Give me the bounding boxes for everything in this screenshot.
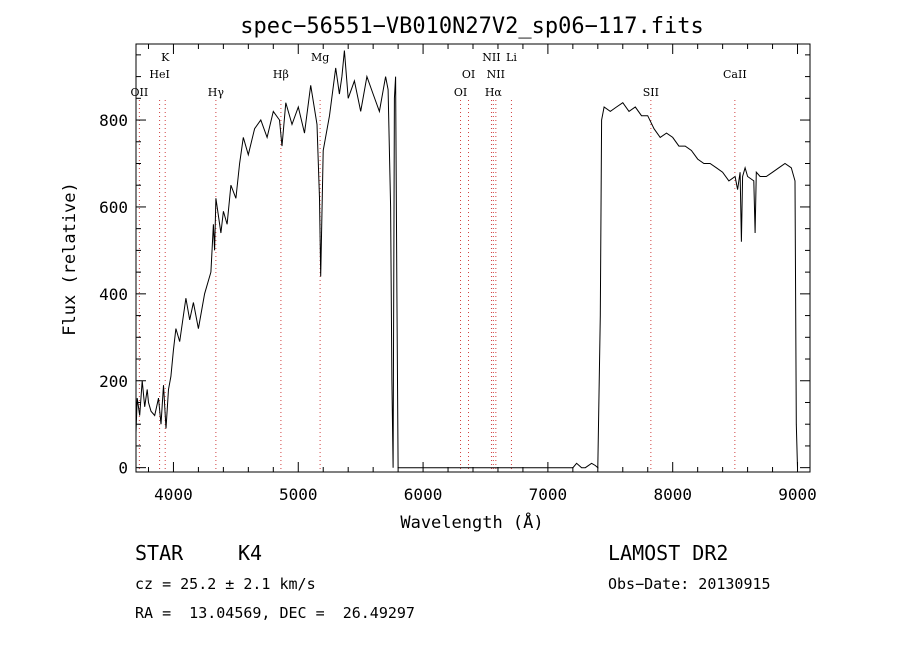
coordinates: RA = 13.04569, DEC = 26.49297 (135, 604, 415, 622)
spectral-line-label: Hγ (208, 86, 225, 99)
y-axis-label: Flux (relative) (60, 182, 80, 336)
x-axis-ticks: 4000 5000 6000 7000 8000 9000 (147, 44, 817, 504)
x-tick-label: 6000 (404, 485, 443, 504)
spectral-line-label: HeI (149, 68, 169, 81)
x-tick-label: 8000 (653, 485, 692, 504)
y-tick-label: 0 (118, 459, 128, 478)
y-tick-label: 200 (99, 372, 128, 391)
spectrum-line (135, 50, 798, 469)
object-subclass: K4 (238, 541, 263, 565)
y-tick-label: 600 (99, 198, 128, 217)
spectral-line-label: OI (454, 86, 467, 99)
object-class: STAR (135, 541, 184, 565)
redshift-cz: cz = 25.2 ± 2.1 km/s (135, 575, 316, 593)
spectral-line-label: OII (131, 86, 149, 99)
x-axis-label: Wavelength (Å) (400, 511, 543, 533)
spectral-line-label: OI (462, 68, 475, 81)
x-tick-label: 4000 (154, 485, 193, 504)
x-tick-label: 7000 (529, 485, 568, 504)
spectral-line-label: Li (506, 51, 517, 64)
spectral-line-label: NII (487, 68, 505, 81)
x-tick-label: 9000 (778, 485, 817, 504)
spectral-line-label: Hα (485, 86, 503, 99)
plot-frame (135, 43, 811, 473)
chart-title: spec−56551−VB010N27V2_sp06−117.fits (240, 14, 704, 39)
spectral-line-label: Mg (311, 51, 329, 64)
y-axis-ticks: 0 200 400 600 800 (99, 54, 810, 478)
x-tick-label: 5000 (279, 485, 318, 504)
spectral-line-label: NII (482, 51, 500, 64)
y-tick-label: 800 (99, 111, 128, 130)
spectral-line-label: CaII (723, 68, 747, 81)
spectral-line-label: K (161, 51, 170, 64)
spectral-line-label: Hβ (273, 68, 289, 81)
obs-date: Obs−Date: 20130915 (608, 575, 771, 593)
spectral-line-label: SII (643, 86, 659, 99)
y-tick-label: 400 (99, 285, 128, 304)
survey-name: LAMOST DR2 (608, 541, 729, 565)
